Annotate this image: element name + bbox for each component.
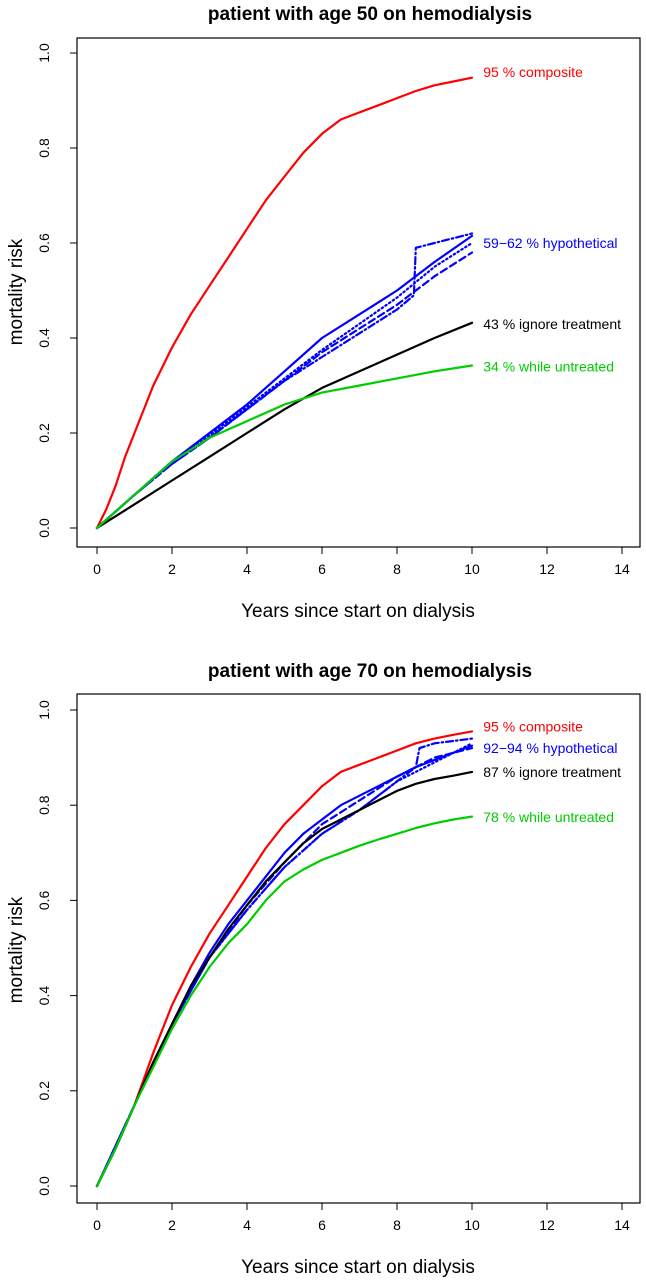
- annotation-layer: 95 % composite 59−62 % hypothetical 43 % i…: [483, 64, 621, 375]
- series-line-hypothetical-solid: [95, 744, 474, 1188]
- y-tick-label: 0.4: [36, 328, 52, 348]
- y-tick-label: 1.0: [36, 700, 52, 720]
- annotation-label: 92−94 % hypothetical: [483, 740, 617, 756]
- y-axis: 0.0 0.2 0.4 0.6 0.8 1.0: [36, 700, 78, 1196]
- series-layer: [95, 730, 474, 1188]
- y-tick-label: 0.6: [36, 890, 52, 910]
- y-axis-label: mortality risk: [6, 238, 27, 345]
- x-tick-label: 6: [318, 561, 326, 577]
- series-line-ignore-treatment: [95, 770, 474, 1188]
- series-line-while-untreated: [95, 364, 474, 530]
- x-tick-label: 14: [614, 1217, 630, 1233]
- annotation-label: 95 % composite: [483, 64, 583, 80]
- series-line-hypothetical-dashed: [95, 251, 474, 530]
- annotation-label: 95 % composite: [483, 719, 583, 735]
- y-tick-label: 0.0: [36, 1176, 52, 1196]
- y-tick-label: 0.2: [36, 423, 52, 443]
- annotation-label: 43 % ignore treatment: [483, 316, 621, 332]
- series-line-hypothetical-dotted: [95, 742, 474, 1188]
- y-tick-label: 1.0: [36, 43, 52, 63]
- y-tick-label: 0.8: [36, 138, 52, 158]
- annotation-label: 78 % while untreated: [483, 809, 614, 825]
- series-line-while-untreated: [95, 815, 474, 1188]
- annotation-label: 87 % ignore treatment: [483, 764, 621, 780]
- x-tick-label: 14: [614, 561, 630, 577]
- chart-title: patient with age 50 on hemodialysis: [208, 4, 532, 25]
- series-line-ignore-treatment: [95, 321, 474, 530]
- y-tick-label: 0.0: [36, 518, 52, 538]
- y-tick-label: 0.8: [36, 795, 52, 815]
- x-tick-label: 2: [168, 1217, 176, 1233]
- series-line-composite: [95, 730, 474, 1188]
- annotation-label: 59−62 % hypothetical: [483, 235, 617, 251]
- x-axis-label: Years since start on dialysis: [241, 601, 475, 622]
- series-layer: [95, 76, 474, 530]
- x-axis-label: Years since start on dialysis: [241, 1257, 475, 1278]
- x-tick-label: 0: [93, 561, 101, 577]
- x-tick-label: 12: [539, 561, 555, 577]
- chart-title: patient with age 70 on hemodialysis: [208, 661, 532, 682]
- x-tick-label: 4: [243, 561, 251, 577]
- x-tick-label: 2: [168, 561, 176, 577]
- annotation-label: 34 % while untreated: [483, 359, 614, 375]
- y-tick-label: 0.6: [36, 233, 52, 253]
- x-tick-label: 0: [93, 1217, 101, 1233]
- y-tick-label: 0.2: [36, 1081, 52, 1101]
- panel-age-50: patient with age 50 on hemodialysis 0.00…: [6, 4, 641, 622]
- series-line-hypothetical-dashed: [95, 746, 474, 1188]
- series-line-hypothetical-dot-dash: [95, 737, 474, 1188]
- y-axis-label: mortality risk: [6, 896, 27, 1003]
- x-axis: 0 2 4 6 8 10 12 14: [93, 546, 630, 577]
- x-tick-label: 10: [464, 1217, 480, 1233]
- y-tick-label: 0.4: [36, 986, 52, 1006]
- x-tick-label: 10: [464, 561, 480, 577]
- x-tick-label: 8: [393, 561, 401, 577]
- x-tick-label: 8: [393, 1217, 401, 1233]
- series-line-hypothetical-dot-dash: [95, 232, 474, 530]
- y-axis: 0.0 0.2 0.4 0.6 0.8 1.0: [36, 43, 78, 538]
- x-tick-label: 12: [539, 1217, 555, 1233]
- annotation-layer: 95 % composite 92−94 % hypothetical 87 % i…: [483, 719, 621, 825]
- series-line-composite: [95, 76, 474, 530]
- x-tick-label: 6: [318, 1217, 326, 1233]
- x-tick-label: 4: [243, 1217, 251, 1233]
- panel-age-70: patient with age 70 on hemodialysis 0.00…: [6, 661, 641, 1278]
- x-axis: 0 2 4 6 8 10 12 14: [93, 1202, 630, 1233]
